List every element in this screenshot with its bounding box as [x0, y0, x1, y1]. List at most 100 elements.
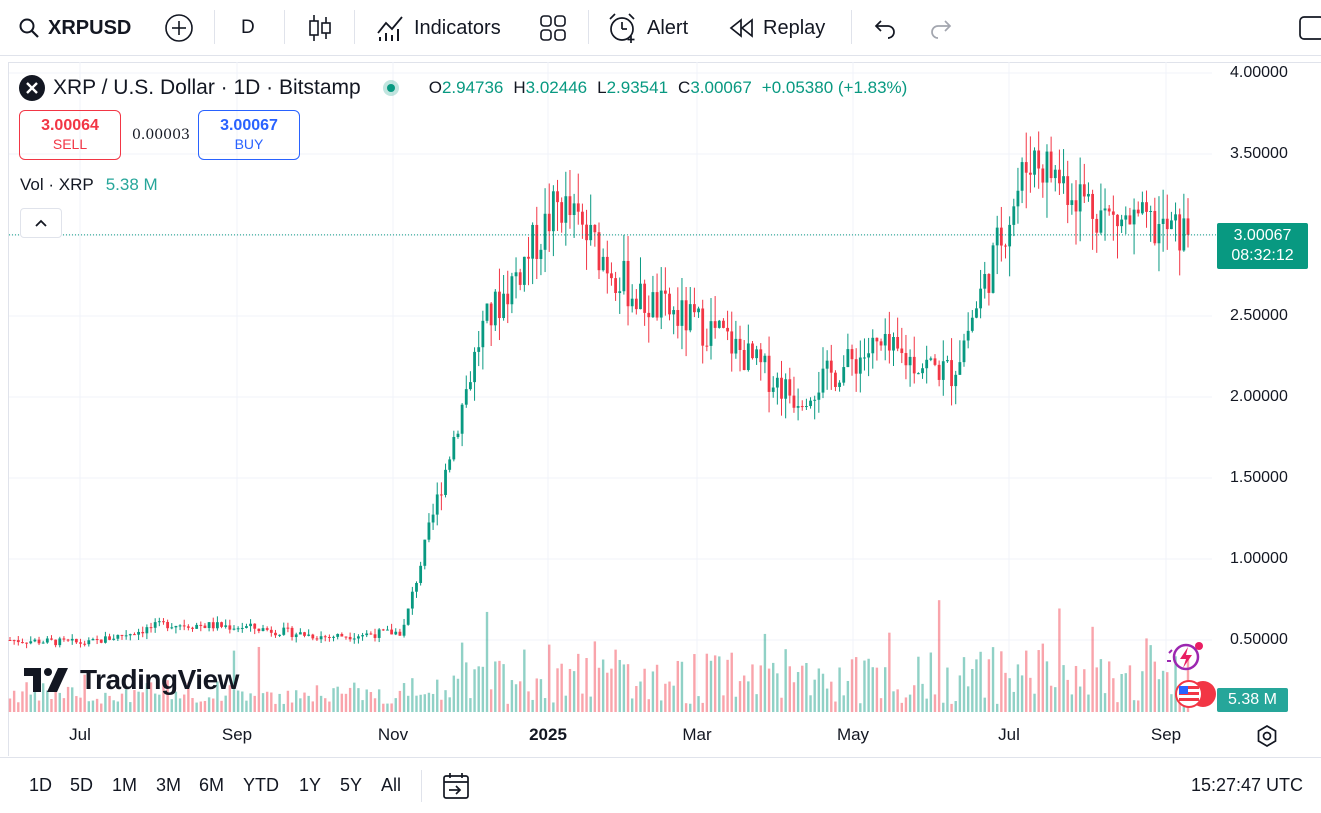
- volume-bar: [929, 652, 933, 712]
- range-ytd-button[interactable]: YTD: [243, 775, 279, 795]
- candle-body: [278, 634, 282, 636]
- volume-bar: [17, 702, 20, 712]
- candle-body: [58, 638, 62, 646]
- collapse-legend-button[interactable]: [20, 208, 62, 238]
- candle-body: [1004, 245, 1007, 247]
- sell-label: SELL: [52, 136, 88, 152]
- volume-bar: [299, 698, 302, 712]
- buy-button[interactable]: 3.00067 BUY: [198, 110, 300, 160]
- candle-body: [871, 337, 875, 354]
- candle-body: [62, 638, 66, 640]
- volume-bar: [141, 692, 144, 712]
- layouts-button[interactable]: [539, 10, 567, 46]
- candle-body: [137, 631, 140, 635]
- range-1y-button[interactable]: 1Y: [299, 775, 322, 795]
- range-3m-button[interactable]: 3M: [156, 775, 182, 795]
- replay-label: Replay: [763, 16, 826, 39]
- candle-body: [481, 320, 485, 348]
- volume-bar: [946, 667, 949, 712]
- bar-countdown: 08:32:12: [1231, 247, 1294, 264]
- volume-bar: [91, 700, 95, 712]
- volume-bar: [46, 690, 49, 712]
- candle-body: [323, 636, 327, 638]
- volume-bar: [1103, 693, 1107, 712]
- candle-body: [618, 291, 622, 294]
- volume-bar: [767, 668, 771, 712]
- redo-button[interactable]: [928, 10, 954, 46]
- candle-body: [975, 308, 978, 318]
- volume-bar: [701, 702, 704, 712]
- range-1m-button[interactable]: 1M: [112, 775, 138, 795]
- candle-body: [178, 625, 182, 627]
- fullscreen-button[interactable]: [1298, 10, 1321, 46]
- candle-body: [730, 331, 734, 354]
- series-title[interactable]: XRP / U.S. Dollar · 1D · Bitstamp: [53, 76, 361, 99]
- candle-body: [705, 345, 709, 347]
- candle-body: [406, 608, 410, 625]
- volume-bar: [1000, 651, 1003, 712]
- price-scale-label: 4.00000: [1230, 64, 1288, 81]
- range-5y-button[interactable]: 5Y: [340, 775, 363, 795]
- candle-body: [95, 639, 99, 641]
- volume-bar: [1004, 672, 1007, 712]
- volume-bar: [780, 697, 783, 712]
- settings-icon[interactable]: [1255, 724, 1279, 748]
- volume-bar: [54, 688, 57, 712]
- candle-body: [701, 308, 705, 346]
- volume-bar: [303, 692, 306, 712]
- candle-body: [249, 623, 252, 627]
- candle-body: [1016, 190, 1020, 207]
- candle-body: [1074, 200, 1078, 212]
- volume-bar: [1124, 673, 1127, 712]
- candle-body: [153, 622, 157, 628]
- candle-body: [634, 298, 638, 310]
- candle-body: [290, 627, 294, 638]
- volume-bar: [689, 703, 692, 712]
- range-5d-button[interactable]: 5D: [70, 775, 94, 795]
- candle-body: [842, 367, 846, 383]
- volume-legend-label[interactable]: Vol · XRP: [20, 175, 94, 194]
- alert-button[interactable]: Alert: [607, 10, 688, 46]
- undo-button[interactable]: [872, 10, 898, 46]
- volume-bar: [514, 684, 518, 712]
- price-chart[interactable]: [0, 0, 1321, 757]
- range-1d-button[interactable]: 1D: [29, 775, 53, 795]
- lightning-alert-icon[interactable]: [1166, 641, 1206, 675]
- candle-body: [79, 642, 82, 644]
- volume-bar: [884, 667, 887, 712]
- candle-body: [191, 627, 194, 629]
- volume-bar: [830, 681, 833, 712]
- candle-body: [203, 625, 207, 629]
- replay-button[interactable]: Replay: [729, 10, 825, 46]
- candle-body: [45, 638, 49, 643]
- symbol-search-button[interactable]: XRPUSD: [18, 10, 131, 46]
- interval-button[interactable]: D: [241, 10, 255, 46]
- candle-body: [439, 494, 443, 496]
- us-flag-event-icon[interactable]: [1173, 678, 1217, 710]
- plus-circle-icon: [165, 14, 193, 42]
- candle-body: [522, 256, 526, 285]
- compare-symbol-button[interactable]: [164, 10, 194, 46]
- volume-bar: [1120, 674, 1123, 712]
- volume-bar: [1020, 675, 1024, 712]
- range-all-button[interactable]: All: [381, 775, 402, 795]
- candle-body: [240, 627, 244, 629]
- volume-bar: [510, 680, 514, 712]
- sell-button[interactable]: 3.00064 SELL: [19, 110, 121, 160]
- candle-body: [510, 276, 514, 305]
- candle-body: [676, 310, 680, 326]
- candle-body: [722, 320, 725, 328]
- candle-body: [298, 632, 302, 635]
- range-6m-button[interactable]: 6M: [199, 775, 225, 795]
- candle-body: [456, 433, 460, 438]
- tradingview-logo[interactable]: TradingView: [24, 664, 239, 696]
- candle-body: [1145, 202, 1148, 212]
- chart-type-button[interactable]: [307, 10, 333, 46]
- open-label: O: [428, 78, 442, 97]
- series-legend: XRP / U.S. Dollar · 1D · Bitstamp O2.947…: [19, 74, 907, 102]
- indicators-button[interactable]: Indicators: [376, 10, 501, 46]
- volume-bar: [220, 700, 223, 712]
- utc-clock[interactable]: 15:27:47 UTC: [1190, 775, 1303, 795]
- candle-body: [435, 494, 439, 515]
- goto-date-icon[interactable]: [441, 771, 471, 801]
